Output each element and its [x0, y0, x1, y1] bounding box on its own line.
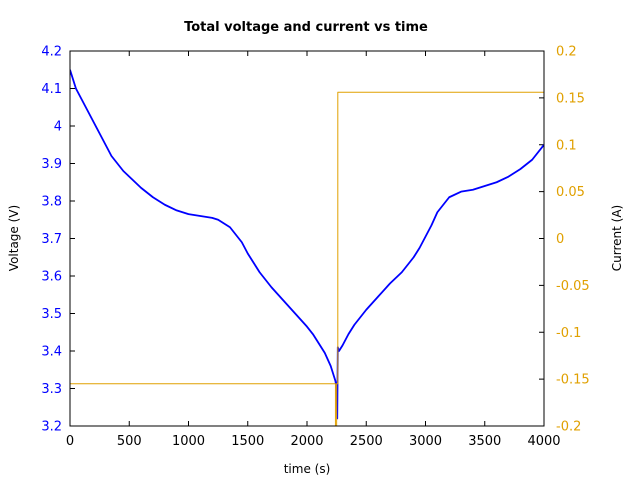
- x-tick-label: 4000: [527, 434, 560, 449]
- y-left-tick-label: 3.8: [41, 195, 62, 210]
- y-right-tick-label: 0: [556, 232, 564, 247]
- y-right-tick-label: 0.15: [556, 91, 585, 106]
- y-left-axis-label: Voltage (V): [7, 205, 21, 271]
- y-right-tick-label: -0.15: [556, 373, 590, 388]
- y-right-tick-label: 0.1: [556, 138, 577, 153]
- y-right-ticks: -0.2 -0.15 -0.1 -0.05 0 0.05 0.1 0.15 0.2: [539, 45, 590, 435]
- y-left-tick-label: 4.1: [41, 82, 62, 97]
- y-right-tick-label: -0.2: [556, 420, 581, 435]
- y-right-tick-label: -0.05: [556, 279, 590, 294]
- y-left-tick-label: 3.4: [41, 345, 62, 360]
- y-left-tick-label: 3.6: [41, 270, 62, 285]
- x-tick-label: 1000: [172, 434, 205, 449]
- x-tick-label: 1500: [231, 434, 264, 449]
- chart-title: Total voltage and current vs time: [184, 20, 428, 35]
- y-left-tick-label: 4: [54, 120, 62, 135]
- x-tick-label: 2500: [350, 434, 383, 449]
- y-right-axis-label: Current (A): [610, 205, 624, 271]
- y-left-tick-label: 4.2: [41, 45, 62, 60]
- current-line: [70, 91, 544, 426]
- plot-frame: [69, 50, 545, 427]
- y-right-tick-label: -0.1: [556, 326, 581, 341]
- y-left-tick-label: 3.7: [41, 232, 62, 247]
- y-left-tick-label: 3.3: [41, 382, 62, 397]
- x-tick-label: 3000: [409, 434, 442, 449]
- y-right-tick-label: 0.05: [556, 185, 585, 200]
- x-axis-label: time (s): [284, 462, 331, 476]
- x-tick-label: 0: [66, 434, 74, 449]
- y-left-ticks: 3.2 3.3 3.4 3.5 3.6 3.7 3.8 3.9 4 4.1 4.2: [41, 45, 75, 435]
- y-left-tick-label: 3.5: [41, 307, 62, 322]
- voltage-line: [70, 69, 544, 420]
- x-tick-label: 500: [117, 434, 142, 449]
- x-ticks: 0 500 1000 1500 2000 2500 3000 3500 4000: [66, 51, 561, 449]
- y-right-tick-label: 0.2: [556, 45, 577, 60]
- y-left-tick-label: 3.2: [41, 420, 62, 435]
- series-layer: [70, 69, 544, 426]
- x-tick-label: 2000: [290, 434, 323, 449]
- x-tick-label: 3500: [468, 434, 501, 449]
- y-left-tick-label: 3.9: [41, 157, 62, 172]
